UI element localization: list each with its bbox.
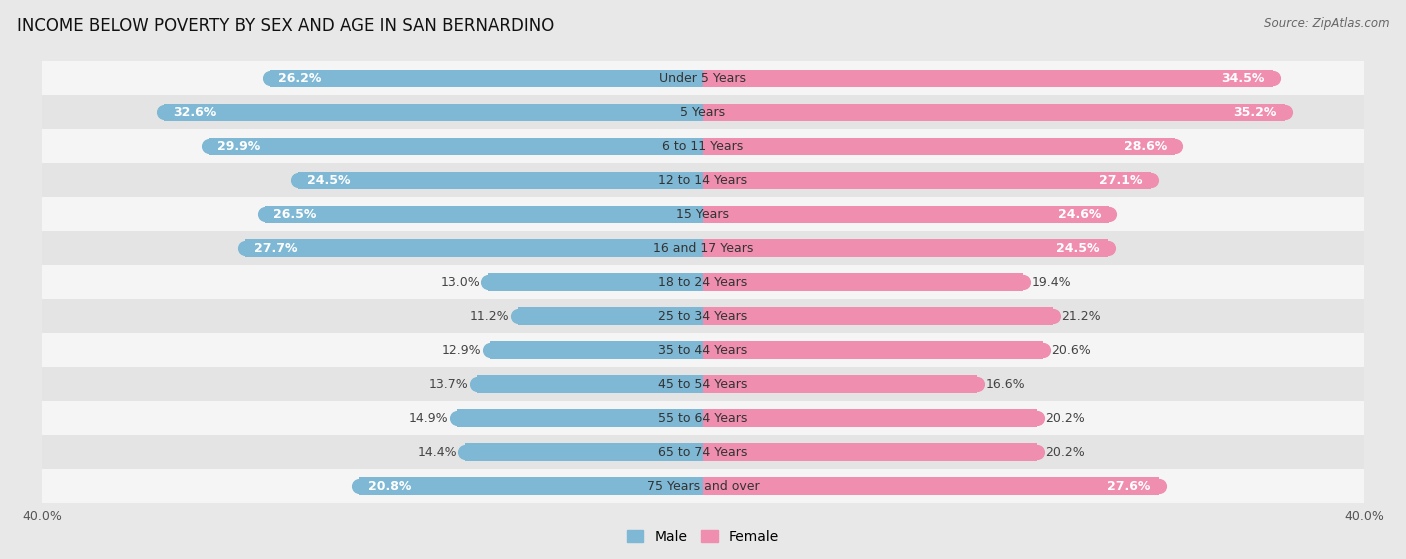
Bar bbox=[270, 70, 703, 87]
Text: 24.6%: 24.6% bbox=[1057, 208, 1101, 221]
Text: 65 to 74 Years: 65 to 74 Years bbox=[658, 446, 748, 458]
Bar bbox=[42, 163, 1364, 197]
Text: 35.2%: 35.2% bbox=[1233, 106, 1277, 119]
Text: 55 to 64 Years: 55 to 64 Years bbox=[658, 411, 748, 425]
Bar bbox=[266, 206, 703, 223]
Text: 27.1%: 27.1% bbox=[1099, 174, 1143, 187]
Text: 16 and 17 Years: 16 and 17 Years bbox=[652, 242, 754, 255]
Bar bbox=[42, 266, 1364, 299]
Text: INCOME BELOW POVERTY BY SEX AND AGE IN SAN BERNARDINO: INCOME BELOW POVERTY BY SEX AND AGE IN S… bbox=[17, 17, 554, 35]
Text: 19.4%: 19.4% bbox=[1032, 276, 1071, 289]
Bar bbox=[517, 307, 703, 325]
Text: 11.2%: 11.2% bbox=[470, 310, 510, 323]
Text: 24.5%: 24.5% bbox=[307, 174, 350, 187]
Text: Source: ZipAtlas.com: Source: ZipAtlas.com bbox=[1264, 17, 1389, 30]
Text: 75 Years and over: 75 Years and over bbox=[647, 480, 759, 492]
Text: 20.2%: 20.2% bbox=[1045, 411, 1084, 425]
Legend: Male, Female: Male, Female bbox=[621, 524, 785, 549]
Text: 14.4%: 14.4% bbox=[418, 446, 457, 458]
Text: 12.9%: 12.9% bbox=[441, 344, 482, 357]
Bar bbox=[42, 469, 1364, 503]
Bar bbox=[42, 401, 1364, 435]
Bar bbox=[703, 443, 1036, 461]
Text: 15 Years: 15 Years bbox=[676, 208, 730, 221]
Bar bbox=[42, 130, 1364, 163]
Text: 14.9%: 14.9% bbox=[409, 411, 449, 425]
Bar bbox=[246, 239, 703, 257]
Bar bbox=[703, 409, 1036, 427]
Bar bbox=[703, 307, 1053, 325]
Bar bbox=[298, 172, 703, 189]
Bar bbox=[42, 231, 1364, 266]
Text: 26.2%: 26.2% bbox=[278, 72, 322, 85]
Bar bbox=[457, 409, 703, 427]
Bar bbox=[488, 273, 703, 291]
Bar bbox=[42, 333, 1364, 367]
Bar bbox=[42, 435, 1364, 469]
Text: 16.6%: 16.6% bbox=[986, 378, 1025, 391]
Bar bbox=[360, 477, 703, 495]
Bar bbox=[42, 299, 1364, 333]
Text: 34.5%: 34.5% bbox=[1222, 72, 1264, 85]
Text: 29.9%: 29.9% bbox=[218, 140, 260, 153]
Text: 18 to 24 Years: 18 to 24 Years bbox=[658, 276, 748, 289]
Text: 27.7%: 27.7% bbox=[253, 242, 297, 255]
Bar bbox=[703, 70, 1272, 87]
Text: 35 to 44 Years: 35 to 44 Years bbox=[658, 344, 748, 357]
Text: 24.5%: 24.5% bbox=[1056, 242, 1099, 255]
Text: 13.0%: 13.0% bbox=[440, 276, 479, 289]
Text: 27.6%: 27.6% bbox=[1108, 480, 1150, 492]
Bar bbox=[477, 376, 703, 393]
Bar bbox=[703, 239, 1108, 257]
Text: 20.2%: 20.2% bbox=[1045, 446, 1084, 458]
Bar bbox=[703, 477, 1159, 495]
Text: 6 to 11 Years: 6 to 11 Years bbox=[662, 140, 744, 153]
Text: 32.6%: 32.6% bbox=[173, 106, 217, 119]
Bar bbox=[42, 367, 1364, 401]
Text: 26.5%: 26.5% bbox=[273, 208, 316, 221]
Bar bbox=[703, 138, 1175, 155]
Bar bbox=[703, 376, 977, 393]
Text: 13.7%: 13.7% bbox=[429, 378, 468, 391]
Text: 25 to 34 Years: 25 to 34 Years bbox=[658, 310, 748, 323]
Text: 20.8%: 20.8% bbox=[367, 480, 411, 492]
Text: Under 5 Years: Under 5 Years bbox=[659, 72, 747, 85]
Bar bbox=[42, 61, 1364, 96]
Text: 21.2%: 21.2% bbox=[1062, 310, 1101, 323]
Bar bbox=[42, 197, 1364, 231]
Bar bbox=[703, 172, 1150, 189]
Bar bbox=[489, 342, 703, 359]
Text: 28.6%: 28.6% bbox=[1123, 140, 1167, 153]
Text: 20.6%: 20.6% bbox=[1052, 344, 1091, 357]
Text: 12 to 14 Years: 12 to 14 Years bbox=[658, 174, 748, 187]
Text: 45 to 54 Years: 45 to 54 Years bbox=[658, 378, 748, 391]
Bar bbox=[165, 103, 703, 121]
Bar bbox=[703, 103, 1285, 121]
Bar bbox=[703, 342, 1043, 359]
Text: 5 Years: 5 Years bbox=[681, 106, 725, 119]
Bar bbox=[703, 206, 1109, 223]
Bar bbox=[465, 443, 703, 461]
Bar bbox=[703, 273, 1024, 291]
Bar bbox=[209, 138, 703, 155]
Bar bbox=[42, 96, 1364, 130]
